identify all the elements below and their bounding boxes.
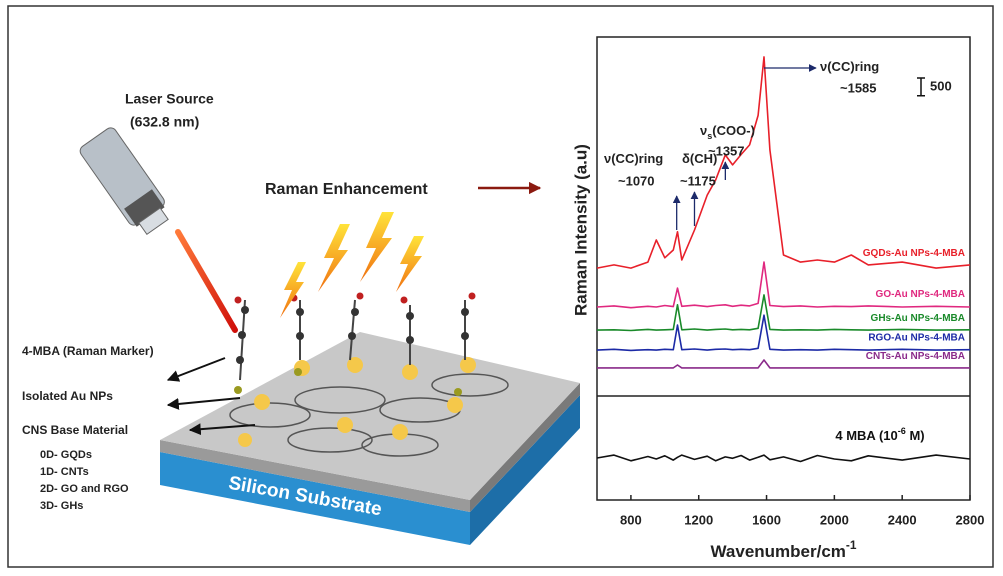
x-tick-label: 800 [620, 512, 642, 527]
series-label: GHs-Au NPs-4-MBA [871, 312, 965, 323]
text-part: ν(CC)ring [604, 151, 663, 166]
marker-label: 4-MBA (Raman Marker) [22, 344, 154, 358]
text-part: RGO-Au NPs-4-MBA [868, 332, 965, 343]
text-part: CNTs-Au NPs-4-MBA [866, 351, 965, 362]
base-label: CNS Base Material [22, 423, 128, 437]
peak-label: ~1175 [680, 173, 716, 188]
series-label: GQDs-Au NPs-4-MBA [863, 248, 965, 259]
text-part: -6 [898, 426, 906, 436]
scale-bar-label: 500 [930, 78, 952, 93]
figure: Silicon Substrate [0, 0, 1003, 576]
peak-label: ~1070 [618, 173, 655, 188]
text-part: ν [700, 123, 707, 138]
base-type: 2D- GO and RGO [40, 483, 129, 495]
peak-label: ~1357 [708, 143, 745, 158]
spectrum [597, 455, 970, 461]
nps-label: Isolated Au NPs [22, 389, 113, 403]
peak-name: ν(CC)ring [604, 151, 663, 166]
chart: Raman Intensity (a.u) 800 1200 1600 2000 240… [571, 37, 984, 561]
laser-beam [178, 232, 235, 330]
x-tick-label: 2400 [888, 512, 917, 527]
text-part: 4 MBA (10 [835, 428, 897, 443]
series-label: 4 MBA (10-6 M) [835, 426, 924, 443]
text-part: GQDs-Au NPs-4-MBA [863, 248, 965, 259]
x-axis-label: Wavenumber/cm-1 [711, 538, 857, 561]
peak-label: ~1585 [840, 80, 877, 95]
spectrum [597, 262, 970, 308]
base-type: 3D- GHs [40, 500, 83, 512]
series-label: GO-Au NPs-4-MBA [876, 289, 965, 300]
text-part: ν(CC)ring [820, 59, 879, 74]
laser [78, 126, 175, 239]
x-tick-label: 2800 [956, 512, 985, 527]
text-part: GHs-Au NPs-4-MBA [871, 312, 965, 323]
text-part: -1 [846, 538, 857, 552]
x-tick-label: 1600 [752, 512, 781, 527]
laser-title: Laser Source [125, 91, 214, 107]
series-label: RGO-Au NPs-4-MBA [868, 332, 965, 343]
series-label: CNTs-Au NPs-4-MBA [866, 351, 965, 362]
text-part: (COO-) [712, 123, 755, 138]
peak-name: νs(COO-) [700, 123, 755, 141]
peak-name: ν(CC)ring [820, 59, 879, 74]
x-tick-label: 1200 [684, 512, 713, 527]
text-part: M) [906, 428, 925, 443]
laser-wavelength: (632.8 nm) [130, 114, 199, 130]
x-tick-label: 2000 [820, 512, 849, 527]
text-part: Wavenumber/cm [711, 542, 846, 561]
base-type: 1D- CNTs [40, 466, 89, 478]
y-axis-label: Raman Intensity (a.u) [571, 144, 590, 316]
schematic: Silicon Substrate [22, 91, 580, 545]
text-part: GO-Au NPs-4-MBA [876, 289, 965, 300]
base-type: 0D- GQDs [40, 449, 92, 461]
scale-bar [917, 78, 925, 96]
enhancement-label: Raman Enhancement [265, 181, 428, 198]
